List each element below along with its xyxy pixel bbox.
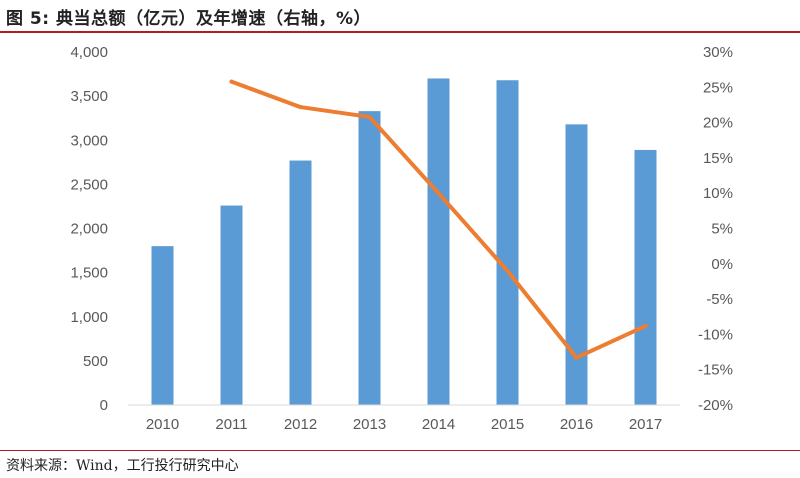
y-left-tick-label: 4,000 xyxy=(70,44,108,61)
chart-title: 图 5: 典当总额（亿元）及年增速（右轴，%） xyxy=(6,9,371,29)
y-right-tick-label: -10% xyxy=(698,326,733,343)
x-tick-label: 2016 xyxy=(560,416,593,433)
bar-2017 xyxy=(634,149,657,405)
y-left-tick-label: 500 xyxy=(83,353,108,370)
bar-2011 xyxy=(220,205,243,405)
y-left-tick-label: 2,000 xyxy=(70,221,108,238)
y-right-tick-label: 10% xyxy=(703,185,733,202)
x-tick-label: 2011 xyxy=(215,416,247,433)
bar-2014 xyxy=(427,78,450,405)
x-tick-label: 2015 xyxy=(491,416,524,433)
y-left-tick-label: 3,000 xyxy=(70,132,108,149)
y-left-tick-label: 3,500 xyxy=(70,88,108,105)
y-right-tick-label: 20% xyxy=(703,115,733,132)
y-right-tick-label: 0% xyxy=(711,256,733,273)
y-right-tick-label: -15% xyxy=(698,362,733,379)
y-right-tick-label: -5% xyxy=(706,291,733,308)
bar-2013 xyxy=(358,111,381,405)
growth-point-2012 xyxy=(298,105,303,110)
bar-series xyxy=(151,78,657,406)
y-left-tick-label: 2,500 xyxy=(70,176,108,193)
y-axis-right: -20% -15% -10% -5% 0% 5% 10% 15% 20% 25% 30% xyxy=(698,44,733,414)
y-right-tick-label: 5% xyxy=(711,221,733,238)
growth-point-2014 xyxy=(436,191,441,196)
x-tick-label: 2014 xyxy=(422,416,455,433)
y-left-tick-label: 0 xyxy=(100,397,108,414)
bar-2010 xyxy=(151,246,174,405)
y-right-tick-label: 15% xyxy=(703,150,733,167)
y-axis-left: 0 500 1,000 1,500 2,000 2,500 3,000 3,500 4,000 xyxy=(70,44,108,414)
chart-area: 2010 2011 2012 2013 2014 2015 2016 2017 0 500 1,0… xyxy=(70,44,733,433)
source-note: 资料来源：Wind，工行投行研究中心 xyxy=(6,458,239,474)
growth-point-2015 xyxy=(505,268,510,273)
bar-2012 xyxy=(289,160,312,405)
x-tick-label: 2010 xyxy=(146,416,179,433)
y-left-tick-label: 1,500 xyxy=(70,265,108,282)
growth-point-2017 xyxy=(643,323,648,328)
x-axis: 2010 2011 2012 2013 2014 2015 2016 2017 xyxy=(128,404,680,433)
x-tick-label: 2012 xyxy=(284,416,317,433)
growth-point-2013 xyxy=(367,114,372,119)
y-left-tick-label: 1,000 xyxy=(70,309,108,326)
y-right-tick-label: -20% xyxy=(698,397,733,414)
growth-point-2011 xyxy=(229,79,234,84)
y-right-tick-label: 30% xyxy=(703,44,733,61)
bar-2016 xyxy=(565,124,588,406)
footer-rule xyxy=(0,450,800,451)
x-tick-label: 2017 xyxy=(629,416,662,433)
y-right-tick-label: 25% xyxy=(703,79,733,96)
growth-point-2016 xyxy=(574,355,579,360)
x-tick-label: 2013 xyxy=(353,416,386,433)
title-rule xyxy=(0,31,800,33)
bar-2015 xyxy=(496,80,519,406)
line-series xyxy=(229,79,648,360)
